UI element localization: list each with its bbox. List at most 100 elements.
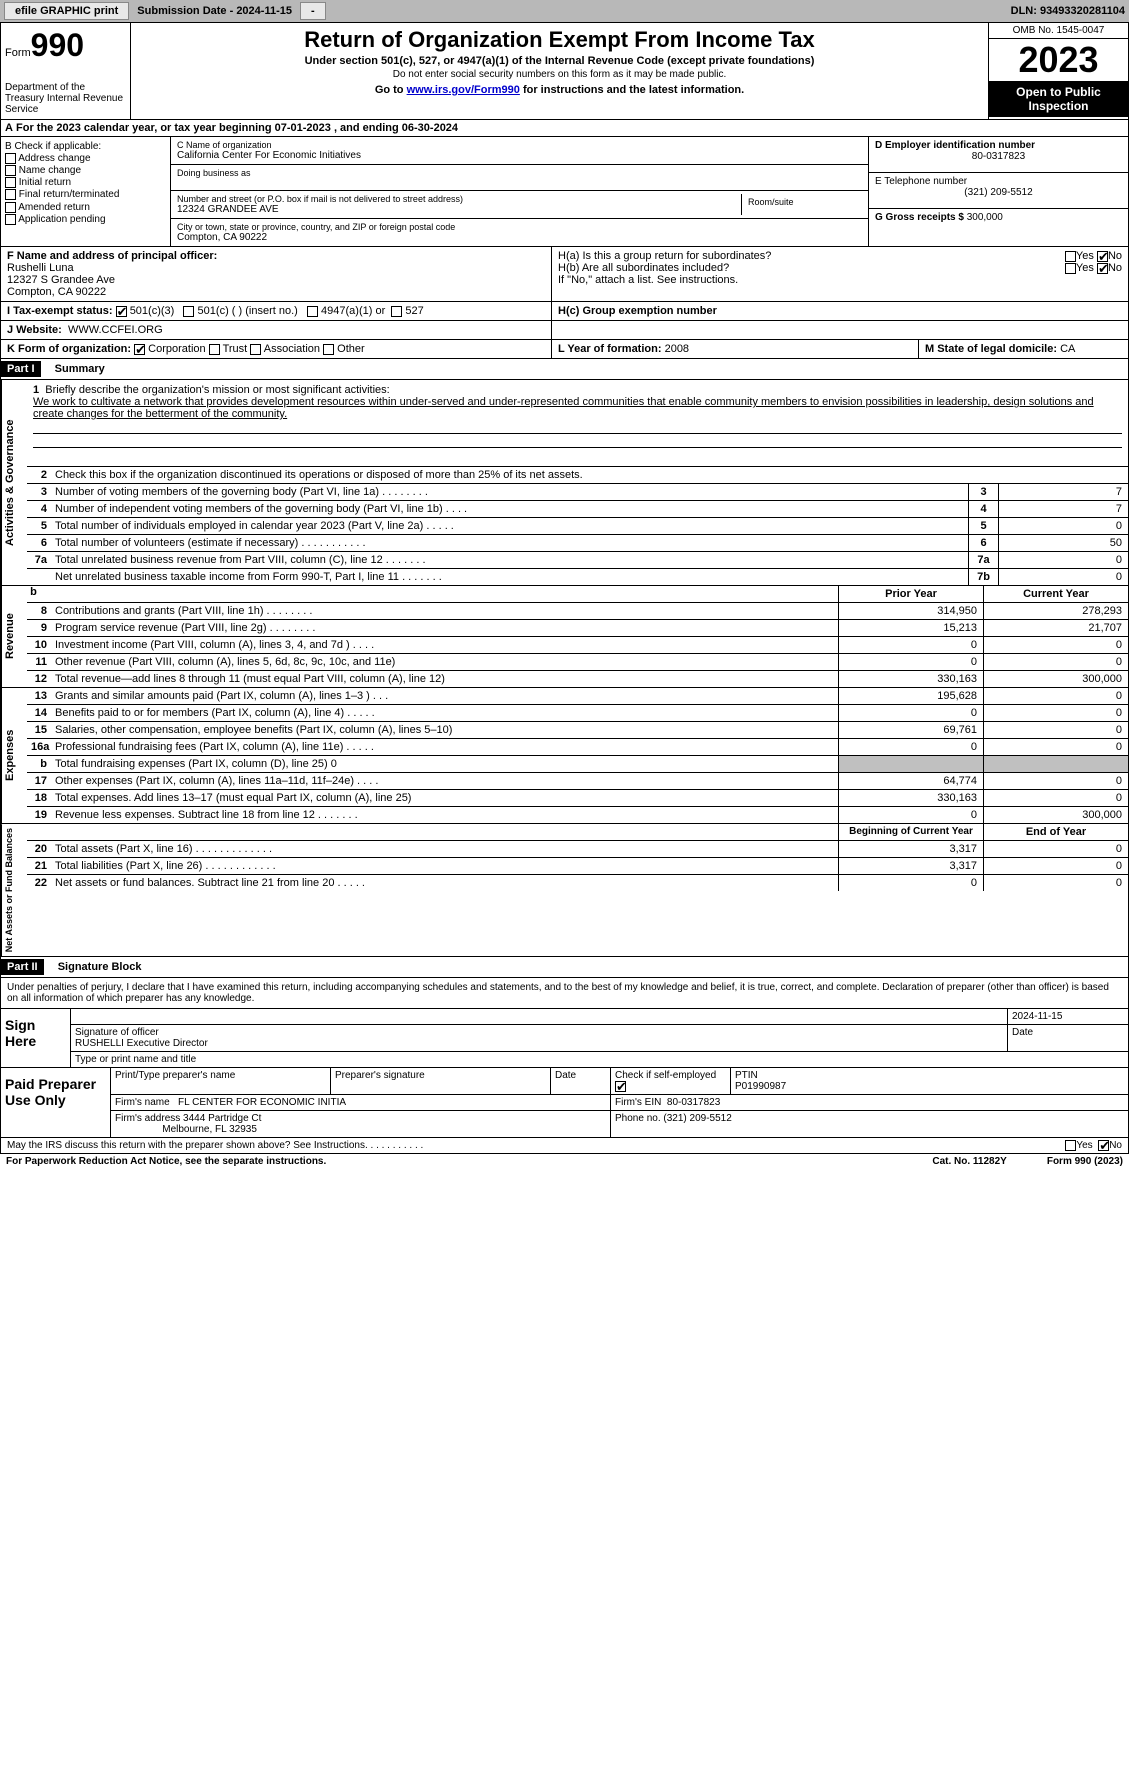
vtab-governance: Activities & Governance bbox=[1, 380, 27, 585]
col-d-right: D Employer identification number80-03178… bbox=[868, 137, 1128, 246]
chk-corp[interactable] bbox=[134, 344, 145, 355]
chk-trust[interactable] bbox=[209, 344, 220, 355]
chk-527[interactable] bbox=[391, 306, 402, 317]
firm-addr1: 3444 Partridge Ct bbox=[183, 1113, 261, 1124]
paid-preparer-label: Paid Preparer Use Only bbox=[1, 1068, 111, 1137]
part2-header: Part II bbox=[1, 959, 44, 975]
chk-amended-return[interactable]: Amended return bbox=[5, 202, 166, 213]
chk-final-return[interactable]: Final return/terminated bbox=[5, 189, 166, 200]
tax-year: 2023 bbox=[989, 39, 1128, 81]
date-label: Date bbox=[1008, 1025, 1128, 1051]
opt-corp: Corporation bbox=[148, 343, 205, 355]
m-label: M State of legal domicile: bbox=[925, 343, 1057, 355]
col-current: Current Year bbox=[983, 586, 1128, 602]
pra-notice: For Paperwork Reduction Act Notice, see … bbox=[6, 1156, 932, 1167]
submission-date: Submission Date - 2024-11-15 bbox=[137, 5, 292, 17]
efile-print-button[interactable]: efile GRAPHIC print bbox=[4, 2, 129, 20]
discuss-yes[interactable] bbox=[1065, 1140, 1076, 1151]
website-value: WWW.CCFEI.ORG bbox=[68, 324, 163, 336]
g-receipts-label: G Gross receipts $ bbox=[875, 212, 964, 223]
opt-other: Other bbox=[337, 343, 365, 355]
ptin-label: PTIN bbox=[735, 1070, 1124, 1081]
section-bcd: B Check if applicable: Address change Na… bbox=[0, 137, 1129, 247]
topbar: efile GRAPHIC print Submission Date - 20… bbox=[0, 0, 1129, 22]
l-label: L Year of formation: bbox=[558, 343, 662, 355]
sig-officer-label: Signature of officer bbox=[75, 1027, 1003, 1038]
street-value: 12324 GRANDEE AVE bbox=[177, 204, 741, 215]
firm-phone: (321) 209-5512 bbox=[663, 1113, 731, 1124]
i-label: I Tax-exempt status: bbox=[7, 305, 113, 317]
part2-title: Signature Block bbox=[50, 959, 150, 975]
firm-phone-label: Phone no. bbox=[615, 1113, 661, 1124]
hb-label: H(b) Are all subordinates included?Yes N… bbox=[558, 262, 1122, 274]
opt-trust: Trust bbox=[223, 343, 248, 355]
row-i-exempt: I Tax-exempt status: 501(c)(3) 501(c) ( … bbox=[0, 302, 1129, 321]
subtitle-3: Go to www.irs.gov/Form990 for instructio… bbox=[135, 84, 984, 96]
chk-initial-return[interactable]: Initial return bbox=[5, 177, 166, 188]
col-b-checkboxes: B Check if applicable: Address change Na… bbox=[1, 137, 171, 246]
row-a-tax-year: A For the 2023 calendar year, or tax yea… bbox=[0, 120, 1129, 137]
chk-4947[interactable] bbox=[307, 306, 318, 317]
hb-yes[interactable] bbox=[1065, 263, 1076, 274]
form-ref: Form 990 (2023) bbox=[1047, 1156, 1123, 1167]
opt-501c3: 501(c)(3) bbox=[130, 305, 175, 317]
form-title: Return of Organization Exempt From Incom… bbox=[135, 27, 984, 53]
topbar-caret[interactable]: - bbox=[300, 2, 326, 20]
col-prior: Prior Year bbox=[838, 586, 983, 602]
part1-title: Summary bbox=[47, 361, 113, 377]
chk-self-employed[interactable] bbox=[615, 1081, 626, 1092]
firm-name: FL CENTER FOR ECONOMIC INITIA bbox=[178, 1097, 346, 1108]
part1-header: Part I bbox=[1, 361, 41, 377]
chk-other[interactable] bbox=[323, 344, 334, 355]
sig-date: 2024-11-15 bbox=[1008, 1009, 1128, 1024]
irs-link[interactable]: www.irs.gov/Form990 bbox=[407, 84, 520, 96]
row-j-website: J Website: WWW.CCFEI.ORG bbox=[0, 321, 1129, 340]
col-c-org-info: C Name of organizationCalifornia Center … bbox=[171, 137, 868, 246]
paid-preparer-block: Paid Preparer Use Only Print/Type prepar… bbox=[0, 1068, 1129, 1138]
vtab-expenses: Expenses bbox=[1, 688, 27, 823]
state-domicile: CA bbox=[1060, 343, 1075, 355]
year-formation: 2008 bbox=[665, 343, 689, 355]
chk-assoc[interactable] bbox=[250, 344, 261, 355]
b-header: B Check if applicable: bbox=[5, 141, 166, 152]
dba-label: Doing business as bbox=[177, 168, 862, 178]
discuss-text: May the IRS discuss this return with the… bbox=[7, 1140, 1065, 1151]
form-header: Form990 Department of the Treasury Inter… bbox=[0, 22, 1129, 120]
col-end: End of Year bbox=[983, 824, 1128, 840]
org-name: California Center For Economic Initiativ… bbox=[177, 150, 862, 161]
opt-501c: 501(c) ( ) (insert no.) bbox=[198, 305, 298, 317]
dln: DLN: 93493320281104 bbox=[1011, 5, 1125, 17]
footer-discuss: May the IRS discuss this return with the… bbox=[0, 1138, 1129, 1154]
chk-application-pending[interactable]: Application pending bbox=[5, 214, 166, 225]
firm-addr-label: Firm's address bbox=[115, 1113, 180, 1124]
street-label: Number and street (or P.O. box if mail i… bbox=[177, 194, 741, 204]
ha-yes[interactable] bbox=[1065, 251, 1076, 262]
chk-name-change[interactable]: Name change bbox=[5, 165, 166, 176]
hb-no[interactable] bbox=[1097, 263, 1108, 274]
k-label: K Form of organization: bbox=[7, 343, 131, 355]
row-klm: K Form of organization: Corporation Trus… bbox=[0, 340, 1129, 359]
officer-addr2: Compton, CA 90222 bbox=[7, 286, 545, 298]
col-h: H(a) Is this a group return for subordin… bbox=[551, 247, 1128, 301]
col-beginning: Beginning of Current Year bbox=[838, 824, 983, 840]
chk-501c[interactable] bbox=[183, 306, 194, 317]
phone-value: (321) 209-5512 bbox=[875, 187, 1122, 198]
q2-text: Check this box if the organization disco… bbox=[51, 467, 1128, 483]
ha-label: H(a) Is this a group return for subordin… bbox=[558, 250, 1122, 262]
j-label: J Website: bbox=[7, 324, 62, 336]
opt-assoc: Association bbox=[264, 343, 320, 355]
discuss-no[interactable] bbox=[1098, 1140, 1109, 1151]
ptin-value: P01990987 bbox=[735, 1081, 1124, 1092]
d-ein-label: D Employer identification number bbox=[875, 140, 1122, 151]
e-phone-label: E Telephone number bbox=[875, 176, 1122, 187]
chk-501c3[interactable] bbox=[116, 306, 127, 317]
officer-title: RUSHELLI Executive Director bbox=[75, 1038, 1003, 1049]
q1-label: Briefly describe the organization's miss… bbox=[45, 384, 389, 396]
firm-name-label: Firm's name bbox=[115, 1097, 170, 1108]
summary-netassets: Net Assets or Fund Balances Beginning of… bbox=[0, 824, 1129, 957]
col-f-officer: F Name and address of principal officer:… bbox=[1, 247, 551, 301]
city-label: City or town, state or province, country… bbox=[177, 222, 862, 232]
chk-address-change[interactable]: Address change bbox=[5, 153, 166, 164]
pt-self-employed: Check if self-employed bbox=[611, 1068, 731, 1094]
cat-no: Cat. No. 11282Y bbox=[932, 1156, 1006, 1167]
